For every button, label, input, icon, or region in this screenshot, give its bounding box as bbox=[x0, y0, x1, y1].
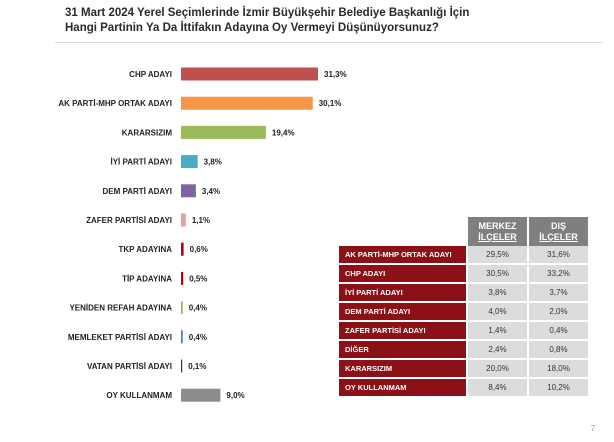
table-cell-dis: 31,6% bbox=[527, 246, 588, 265]
value-label: 19,4% bbox=[272, 128, 295, 137]
table-cell-merkez: 20,0% bbox=[466, 360, 527, 379]
category-label: VATAN PARTİSİ ADAYI bbox=[87, 362, 172, 371]
table-header-word: İLÇELER bbox=[539, 231, 578, 242]
table-row: DEM PARTİ ADAYI 4,0% 2,0% bbox=[339, 303, 588, 322]
chart-title: 31 Mart 2024 Yerel Seçimlerinde İzmir Bü… bbox=[65, 6, 585, 36]
table-row: OY KULLANMAM 8,4% 10,2% bbox=[339, 379, 588, 398]
district-breakdown-table: MERKEZ İLÇELER DIŞ İLÇELER AK PARTİ-MHP OR… bbox=[339, 217, 588, 398]
title-divider bbox=[55, 42, 603, 43]
table-cell-dis: 0,8% bbox=[527, 341, 588, 360]
bar bbox=[181, 359, 183, 373]
table-row: CHP ADAYI 30,5% 33,2% bbox=[339, 265, 588, 284]
category-label: İYİ PARTİ ADAYI bbox=[111, 158, 173, 167]
bar bbox=[181, 184, 196, 198]
table-header-merkez: MERKEZ İLÇELER bbox=[466, 217, 527, 246]
table-row-label: KARARSIZIM bbox=[339, 360, 466, 379]
table-cell-dis: 2,0% bbox=[527, 303, 588, 322]
category-label: TİP ADAYINA bbox=[122, 274, 172, 283]
bar bbox=[181, 242, 184, 256]
table-cell-dis: 18,0% bbox=[527, 360, 588, 379]
table-cell-merkez: 1,4% bbox=[466, 322, 527, 341]
table-header-blank bbox=[339, 217, 466, 246]
category-label: TKP ADAYINA bbox=[119, 245, 173, 254]
category-label: CHP ADAYI bbox=[129, 70, 172, 79]
table-row: İYİ PARTİ ADAYI 3,8% 3,7% bbox=[339, 284, 588, 303]
bar bbox=[181, 96, 313, 110]
chart-title-line-1: 31 Mart 2024 Yerel Seçimlerinde İzmir Bü… bbox=[65, 7, 470, 19]
category-label: YENİDEN REFAH ADAYINA bbox=[69, 304, 172, 313]
table-cell-merkez: 30,5% bbox=[466, 265, 527, 284]
table-header-row: MERKEZ İLÇELER DIŞ İLÇELER bbox=[339, 217, 588, 246]
bar bbox=[181, 301, 183, 315]
table-header-word: İLÇELER bbox=[478, 231, 517, 242]
bar bbox=[181, 271, 184, 285]
value-label: 3,8% bbox=[204, 158, 222, 167]
category-label: AK PARTİ-MHP ORTAK ADAYI bbox=[58, 99, 172, 108]
table-row: KARARSIZIM 20,0% 18,0% bbox=[339, 360, 588, 379]
category-label: ZAFER PARTİSİ ADAYI bbox=[86, 216, 172, 225]
table-row: ZAFER PARTİSİ ADAYI 1,4% 0,4% bbox=[339, 322, 588, 341]
value-label: 3,4% bbox=[202, 187, 220, 196]
value-label: 0,4% bbox=[189, 333, 207, 342]
table-row-label: CHP ADAYI bbox=[339, 265, 466, 284]
table-cell-merkez: 4,0% bbox=[466, 303, 527, 322]
table-header-word: MERKEZ bbox=[478, 220, 517, 231]
chart-title-line-2: Hangi Partinin Ya Da İttifakın Adayına O… bbox=[65, 22, 439, 34]
table-cell-merkez: 29,5% bbox=[466, 246, 527, 265]
bar bbox=[181, 155, 198, 169]
bar bbox=[181, 330, 183, 344]
table-header-dis: DIŞ İLÇELER bbox=[527, 217, 588, 246]
table-row-label: DİĞER bbox=[339, 341, 466, 360]
category-label: KARARSIZIM bbox=[122, 128, 173, 137]
table-cell-merkez: 3,8% bbox=[466, 284, 527, 303]
category-label: DEM PARTİ ADAYI bbox=[103, 187, 173, 196]
bar bbox=[181, 213, 186, 227]
bar bbox=[181, 388, 221, 402]
value-label: 0,1% bbox=[188, 362, 206, 371]
bar bbox=[181, 67, 318, 81]
table-row: DİĞER 2,4% 0,8% bbox=[339, 341, 588, 360]
table-cell-dis: 10,2% bbox=[527, 379, 588, 398]
table-cell-dis: 0,4% bbox=[527, 322, 588, 341]
value-label: 30,1% bbox=[319, 99, 342, 108]
table-row-label: ZAFER PARTİSİ ADAYI bbox=[339, 322, 466, 341]
value-label: 0,4% bbox=[189, 304, 207, 313]
category-label: MEMLEKET PARTİSİ ADAYI bbox=[68, 333, 172, 342]
value-label: 1,1% bbox=[192, 216, 210, 225]
table-row-label: AK PARTİ-MHP ORTAK ADAYI bbox=[339, 246, 466, 265]
table-cell-merkez: 2,4% bbox=[466, 341, 527, 360]
value-label: 0,5% bbox=[189, 274, 207, 283]
value-label: 31,3% bbox=[324, 70, 347, 79]
table-header-word: DIŞ bbox=[550, 220, 566, 231]
table-cell-merkez: 8,4% bbox=[466, 379, 527, 398]
bar bbox=[181, 125, 266, 139]
table-row-label: İYİ PARTİ ADAYI bbox=[339, 284, 466, 303]
table-cell-dis: 3,7% bbox=[527, 284, 588, 303]
table-row-label: OY KULLANMAM bbox=[339, 379, 466, 398]
table-row-label: DEM PARTİ ADAYI bbox=[339, 303, 466, 322]
table-row: AK PARTİ-MHP ORTAK ADAYI 29,5% 31,6% bbox=[339, 246, 588, 265]
table-cell-dis: 33,2% bbox=[527, 265, 588, 284]
value-label: 0,6% bbox=[190, 245, 208, 254]
value-label: 9,0% bbox=[226, 391, 244, 400]
page-number: 7 bbox=[590, 424, 595, 433]
category-label: OY KULLANMAM bbox=[106, 391, 172, 400]
